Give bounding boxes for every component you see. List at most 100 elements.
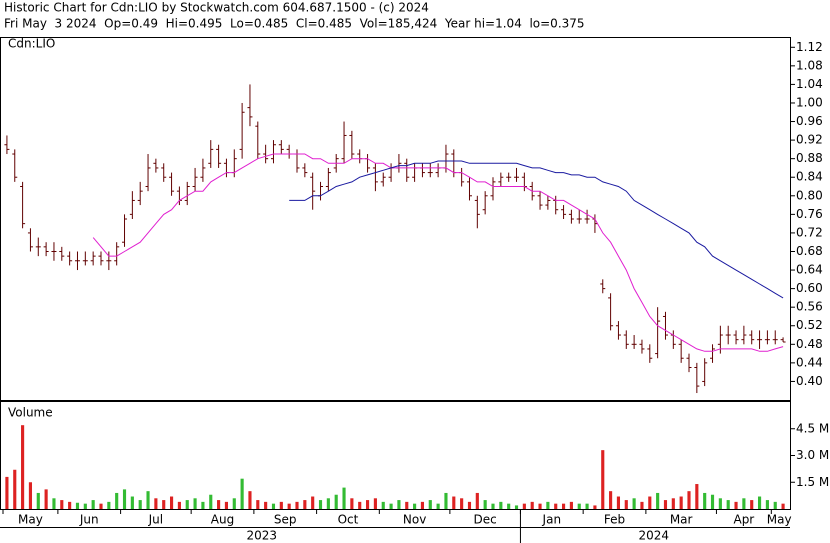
volume-bar xyxy=(624,500,628,509)
volume-bar xyxy=(514,505,519,509)
x-tick-label: Feb xyxy=(604,513,625,527)
volume-bar xyxy=(397,500,401,509)
x-tick-label: Jul xyxy=(148,513,163,527)
volume-bar xyxy=(475,492,479,509)
x-tick-label: Jan xyxy=(542,513,562,527)
volume-bar xyxy=(561,503,566,509)
volume-bar xyxy=(483,500,487,509)
y-tick-label: 1.00 xyxy=(796,95,823,109)
volume-bar xyxy=(358,501,362,509)
volume-bar xyxy=(522,503,526,509)
volume-bar xyxy=(248,491,252,509)
volume-bar xyxy=(687,491,691,509)
volume-bar xyxy=(60,500,64,509)
year-label: 2023 xyxy=(246,529,277,543)
x-tick-label: May xyxy=(767,513,792,527)
y-tick-label: 4.5 M xyxy=(796,421,829,435)
volume-bar xyxy=(695,484,699,509)
volume-bar xyxy=(224,501,229,509)
volume-bar xyxy=(201,501,205,509)
x-tick-label: Oct xyxy=(338,513,359,527)
volume-bar xyxy=(648,496,652,509)
y-tick-label: 0.60 xyxy=(796,281,823,295)
volume-bar xyxy=(13,469,17,509)
volume-bar xyxy=(209,494,213,509)
volume-bar xyxy=(334,494,338,509)
volume-bar xyxy=(436,503,440,509)
volume-bar xyxy=(413,503,417,509)
volume-bar xyxy=(303,500,307,509)
volume-bar xyxy=(169,496,174,509)
volume-bar xyxy=(640,501,644,509)
volume-bar xyxy=(193,498,197,509)
volume-bar xyxy=(757,496,762,509)
volume-bar xyxy=(28,482,33,509)
quote-line: Fri May 3 2024 Op=0.49 Hi=0.495 Lo=0.485… xyxy=(4,17,585,31)
y-tick-label: 0.84 xyxy=(796,170,823,184)
volume-bar xyxy=(21,425,25,509)
volume-bar xyxy=(420,501,425,509)
moving-average xyxy=(92,153,784,352)
volume-bar xyxy=(726,500,730,509)
volume-bar xyxy=(68,501,72,509)
y-tick-label: 0.88 xyxy=(796,151,823,165)
volume-bar xyxy=(632,498,636,509)
volume-bar xyxy=(734,501,738,509)
x-tick-label: Sep xyxy=(274,513,297,527)
volume-bar xyxy=(546,501,550,509)
volume-bar xyxy=(115,492,119,509)
volume-bar xyxy=(279,501,283,509)
volume-bar xyxy=(91,500,95,509)
y-tick-label: 1.08 xyxy=(796,58,823,72)
x-tick-label: Mar xyxy=(670,513,693,527)
y-tick-label: 0.72 xyxy=(796,225,823,239)
volume-bar xyxy=(554,503,558,509)
volume-bar xyxy=(703,492,707,509)
volume-bar xyxy=(232,498,236,509)
volume-bar xyxy=(538,503,542,509)
y-tick-label: 0.92 xyxy=(796,133,823,147)
volume-bar xyxy=(781,503,785,509)
x-tick-label: Nov xyxy=(403,513,426,527)
volume-bar xyxy=(601,450,605,509)
volume-bar xyxy=(287,503,291,509)
volume-bar xyxy=(311,496,315,509)
symbol-label: Cdn:LIO xyxy=(8,37,55,51)
volume-bar xyxy=(36,492,40,509)
volume-bar xyxy=(5,476,9,509)
volume-bar xyxy=(569,501,573,509)
volume-bar xyxy=(318,500,323,509)
volume-bar xyxy=(295,501,299,509)
volume-bar xyxy=(107,501,111,509)
volume-bar xyxy=(217,500,221,509)
volume-bar xyxy=(460,498,464,509)
volume-bar xyxy=(507,503,511,509)
volume-bar xyxy=(467,501,472,509)
volume-bar xyxy=(240,478,244,509)
volume-bar xyxy=(185,500,189,509)
volume-bar xyxy=(122,489,127,509)
volume-bar xyxy=(83,503,87,509)
y-tick-label: 0.76 xyxy=(796,207,823,221)
volume-bar xyxy=(177,501,181,509)
y-tick-label: 0.52 xyxy=(796,318,823,332)
volume-bar xyxy=(342,487,346,509)
volume-bar xyxy=(405,501,409,509)
price-frame xyxy=(0,37,791,401)
volume-bar xyxy=(44,489,48,509)
y-tick-label: 0.40 xyxy=(796,374,823,388)
volume-bar xyxy=(256,500,260,509)
volume-bar xyxy=(742,498,746,509)
y-tick-label: 0.64 xyxy=(796,263,823,277)
volume-bar xyxy=(99,503,103,509)
volume-bar xyxy=(577,503,581,509)
y-tick-label: 0.80 xyxy=(796,188,823,202)
volume-bar xyxy=(138,500,142,509)
y-tick-label: 1.04 xyxy=(796,77,823,91)
volume-bar xyxy=(671,498,675,509)
x-tick-label: Dec xyxy=(474,513,497,527)
volume-label: Volume xyxy=(8,406,53,420)
y-tick-label: 0.96 xyxy=(796,114,823,128)
